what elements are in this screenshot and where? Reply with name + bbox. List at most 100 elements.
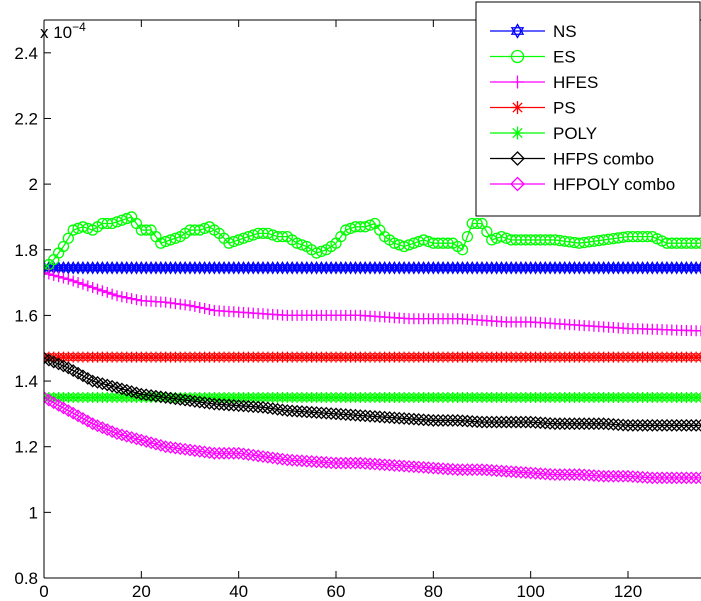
data-point-hfps-combo — [611, 418, 625, 432]
data-point-hfps-combo — [577, 417, 591, 431]
data-point-hfpoly-combo — [280, 453, 294, 467]
data-point-hfpoly-combo — [568, 468, 581, 482]
data-point-ns — [695, 264, 701, 275]
data-point-hfpoly-combo — [495, 464, 508, 478]
data-point-hfes — [106, 288, 118, 300]
data-point-hfes — [62, 273, 74, 285]
data-point-hfps-combo — [290, 404, 304, 418]
data-point-hfps-combo — [655, 418, 669, 432]
data-point-es — [164, 234, 177, 246]
data-point-es — [140, 224, 152, 236]
data-point-hfps-combo — [533, 416, 547, 430]
data-point-hfps-combo — [679, 418, 693, 432]
data-point-hfpoly-combo — [207, 446, 221, 460]
data-point-hfes — [87, 282, 99, 294]
x-tick-label: 20 — [132, 582, 151, 601]
data-point-hfps-combo — [582, 417, 596, 431]
data-point-hfps-combo — [538, 416, 552, 430]
data-point-es — [291, 237, 303, 249]
series-line-hfpoly-combo — [44, 396, 701, 479]
data-point-hfpoly-combo — [689, 471, 701, 485]
data-point-hfps-combo — [198, 396, 212, 410]
data-point-hfpoly-combo — [587, 469, 601, 483]
data-point-hfps-combo — [436, 414, 450, 427]
data-point-hfpoly-combo — [305, 455, 319, 468]
data-point-hfpoly-combo — [465, 463, 479, 477]
data-point-hfps-combo — [91, 375, 104, 389]
data-point-es — [169, 232, 182, 244]
y-tick-label: 1.6 — [14, 306, 38, 325]
data-point-hfpoly-combo — [611, 469, 625, 483]
data-point-hfpoly-combo — [499, 464, 513, 478]
data-point-hfpoly-combo — [606, 469, 620, 483]
data-point-hfpoly-combo — [397, 459, 411, 473]
data-point-hfpoly-combo — [480, 463, 494, 477]
data-point-hfpoly-combo — [509, 465, 523, 479]
data-point-hfps-combo — [460, 414, 474, 428]
data-point-hfps-combo — [392, 411, 406, 425]
legend: NS ES HFES PS POLY HFPS combo HFPOLY combo — [475, 1, 701, 217]
data-point-hfps-combo — [271, 402, 285, 416]
data-point-hfps-combo — [456, 414, 469, 428]
data-point-hfps-combo — [407, 412, 421, 426]
y-exponent-base: x 10 — [40, 23, 72, 42]
data-point-es — [315, 245, 328, 258]
data-point-hfes — [72, 277, 84, 289]
data-point-hfpoly-combo — [519, 466, 533, 480]
legend-label: HFPOLY combo — [553, 175, 675, 194]
data-point-hfpoly-combo — [514, 465, 528, 479]
x-tick-label: 40 — [229, 582, 248, 601]
x-tick-label: 100 — [516, 582, 544, 601]
legend-item-es: ES — [490, 48, 576, 67]
data-point-es — [364, 219, 376, 231]
legend-item-hfps-combo: HFPS combo — [490, 150, 654, 169]
data-point-hfps-combo — [645, 418, 659, 432]
data-point-hfpoly-combo — [387, 458, 401, 472]
data-point-hfps-combo — [670, 418, 684, 432]
data-point-hfpoly-combo — [602, 469, 615, 483]
data-point-hfes — [130, 294, 142, 306]
legend-label: NS — [553, 22, 577, 41]
data-point-hfps-combo — [431, 414, 445, 427]
data-point-hfps-combo — [470, 415, 484, 429]
data-point-es — [116, 214, 128, 226]
data-point-hfpoly-combo — [597, 469, 611, 483]
data-point-hfps-combo — [100, 378, 114, 392]
legend-marker-hfps-combo — [510, 151, 525, 166]
data-point-hfps-combo — [572, 417, 586, 431]
data-point-hfps-combo — [363, 409, 377, 423]
data-point-hfps-combo — [232, 399, 246, 413]
data-point-hfpoly-combo — [271, 452, 285, 465]
data-point-hfps-combo — [650, 418, 664, 432]
data-point-hfps-combo — [280, 404, 294, 418]
data-point-es — [486, 234, 498, 246]
data-point-es — [228, 235, 240, 248]
data-point-hfps-combo — [543, 416, 557, 430]
data-point-es — [456, 244, 469, 256]
data-point-hfps-combo — [120, 383, 134, 397]
data-point-hfpoly-combo — [529, 466, 542, 480]
data-point-es — [359, 221, 371, 233]
data-point-es — [233, 234, 245, 246]
data-point-hfps-combo — [227, 398, 241, 412]
data-point-hfps-combo — [125, 385, 139, 398]
legend-marker-hfes — [511, 75, 524, 89]
legend-label: HFES — [553, 73, 598, 92]
legend-label: PS — [553, 99, 576, 118]
data-point-hfpoly-combo — [110, 427, 124, 440]
data-point-hfps-combo — [597, 417, 611, 431]
legend-item-hfes: HFES — [490, 73, 598, 92]
data-point-hfpoly-combo — [412, 460, 426, 474]
data-point-hfpoly-combo — [402, 459, 416, 473]
data-point-hfps-combo — [660, 418, 674, 432]
data-point-hfpoly-combo — [324, 456, 338, 470]
data-point-es — [481, 226, 493, 238]
data-point-es — [62, 232, 74, 244]
data-point-es — [310, 247, 323, 259]
data-point-hfpoly-combo — [392, 459, 406, 473]
data-point-hfpoly-combo — [645, 471, 659, 485]
data-point-es — [276, 230, 289, 243]
data-point-hfps-combo — [694, 418, 701, 432]
data-point-es — [398, 240, 410, 253]
